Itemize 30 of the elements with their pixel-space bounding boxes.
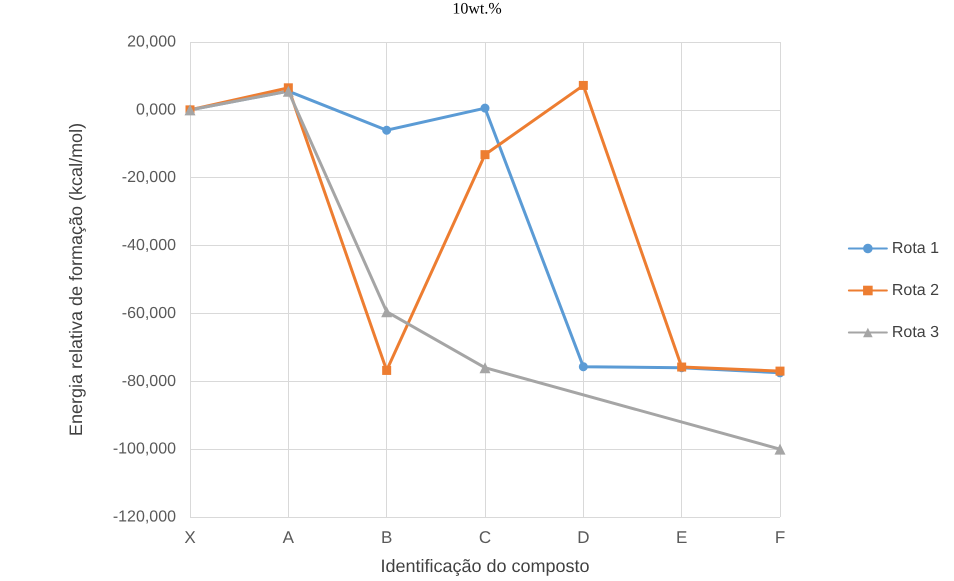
x-tick-label: B (380, 528, 392, 547)
y-tick-label: -40,000 (122, 237, 176, 254)
y-tick-label: -60,000 (122, 304, 176, 322)
y-axis-title: Energia relativa de formação (kcal/mol) (66, 122, 86, 436)
point (381, 306, 392, 318)
x-tick-label: X (184, 528, 196, 547)
point (480, 104, 490, 113)
y-tick-label: -20,000 (122, 169, 176, 186)
x-tick-label: E (676, 528, 688, 547)
x-tick-label: D (577, 528, 590, 547)
y-tick-label: 20,000 (127, 34, 176, 50)
y-tick-label: -80,000 (122, 372, 176, 390)
point (578, 362, 588, 372)
point (578, 80, 588, 90)
y-tick-label: 0,000 (136, 101, 176, 118)
text: 10wt.% (452, 0, 502, 18)
point (382, 126, 392, 135)
legend-label: Rota 1 (892, 240, 940, 257)
x-tick-label: A (282, 528, 295, 547)
legend-label: Rota 2 (892, 282, 940, 299)
legend-label: Rota 3 (892, 324, 940, 341)
x-axis-title: Identificação do composto (380, 556, 590, 576)
point (382, 366, 392, 375)
point (480, 362, 490, 374)
y-tick-label: -120,000 (112, 508, 176, 526)
point (480, 150, 490, 160)
x-tick-label: F (774, 528, 786, 547)
x-tick-label: C (478, 528, 492, 547)
y-tick-label: -100,000 (112, 440, 176, 458)
point (774, 444, 786, 455)
